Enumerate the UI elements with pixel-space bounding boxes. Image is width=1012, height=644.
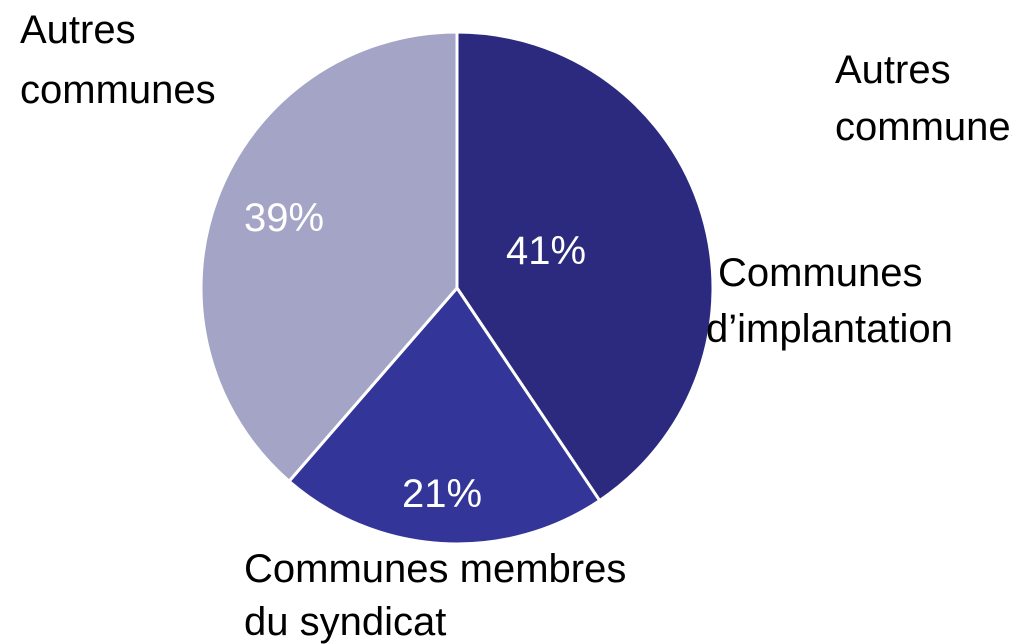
category-label-membres-line1: Communes membres bbox=[244, 547, 626, 591]
pie-value-labels: 41% 21% 39% bbox=[244, 196, 586, 516]
category-label-autres-right-line1: Autres bbox=[835, 48, 951, 92]
pie-slice-implantation bbox=[455, 30, 715, 503]
category-label-autres-right-line2: communes bbox=[835, 105, 1012, 149]
pie-slice-autres bbox=[199, 30, 459, 483]
value-label-membres: 21% bbox=[402, 472, 482, 516]
value-label-autres: 39% bbox=[244, 196, 324, 240]
pie-slices bbox=[199, 30, 715, 546]
category-labels: Autres communes Autres communes Communes… bbox=[20, 8, 1012, 644]
category-label-autres-left-line1: Autres bbox=[20, 8, 136, 52]
value-label-implantation: 41% bbox=[506, 229, 586, 273]
pie-slice-membres bbox=[287, 286, 602, 546]
category-label-autres-left-line2: communes bbox=[20, 68, 216, 112]
category-label-implantation-line1: Communes bbox=[718, 251, 923, 295]
category-label-implantation-line2: d’implantation bbox=[706, 307, 953, 351]
category-label-membres-line2: du syndicat bbox=[244, 600, 446, 644]
